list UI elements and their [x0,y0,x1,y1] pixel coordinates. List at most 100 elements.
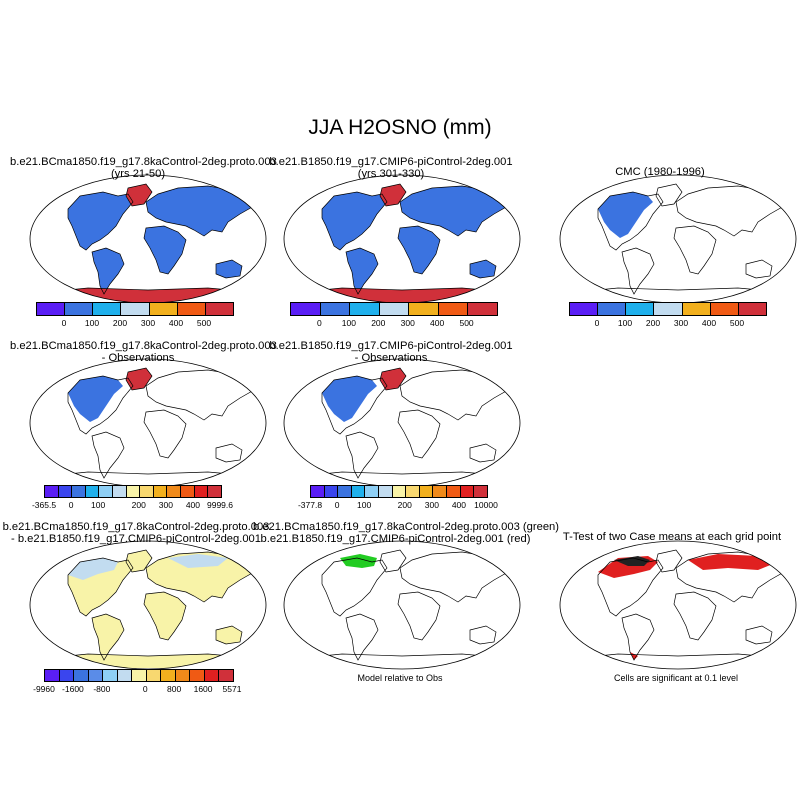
colorbar-swatch [152,486,167,497]
colorbar-swatch [570,303,598,315]
colorbar-tick-label: 200 [131,500,146,510]
colorbar-tick-label: 500 [459,318,474,328]
colorbar-tick-label: -800 [93,684,111,694]
colorbar-swatch [174,670,190,681]
colorbar-tick-label: 200 [371,318,386,328]
colorbar-swatch [337,486,351,497]
colorbar-tick-label: 1600 [193,684,213,694]
colorbar-tick-label: 0 [334,500,340,510]
colorbar-swatch [120,303,149,315]
colorbar-tick-label: 100 [341,318,356,328]
colorbar-swatch [709,303,738,315]
colorbar-swatch [291,303,320,315]
colorbar-tick-label: 0 [61,318,67,328]
colorbar-tick-label: 9999.6 [207,500,233,510]
panel-title-8-line2: b.e21.B1850.f19_g17.CMIP6-piControl-2deg… [260,533,531,545]
colorbar-swatch [408,303,438,315]
colorbar-diff-2 [310,485,488,498]
panel-title-9-line1: T-Test of two Case means at each grid po… [562,531,782,543]
colorbar-swatch [87,670,103,681]
colorbar-swatch [45,486,58,497]
colorbar-tick-label: 400 [451,500,467,510]
colorbar-swatch [116,670,132,681]
colorbar-tick-label: 300 [158,500,173,510]
colorbar-swatch [418,486,433,497]
colorbar-tick-label: 400 [701,318,717,328]
colorbar-swatch [323,486,338,497]
colorbar-swatch [145,670,161,681]
colorbar-swatch [84,486,99,497]
colorbar-swatch [58,670,74,681]
colorbar-swatch [207,486,221,497]
colorbar-swatch [73,670,88,681]
colorbar-swatch [378,303,409,315]
colorbar-tick-label: 10000 [474,500,498,510]
panel-title-8: b.e21.BCma1850.f19_g17.8kaControl-2deg.p… [253,521,559,545]
colorbar-swatch [437,303,468,315]
panel-title-1-line2: (yrs 21-50) [110,168,166,180]
map-panel-4 [29,358,267,488]
colorbar-tick-label: 0 [594,318,600,328]
colorbar-tick-label: 0 [68,500,74,510]
colorbar-swatch [180,486,194,497]
colorbar-swatch [473,486,487,497]
colorbar-abs-3 [569,302,767,316]
colorbar-swatch [131,670,146,681]
colorbar-swatch [37,303,65,315]
colorbar-swatch [160,670,175,681]
colorbar-swatch [176,303,205,315]
colorbar-swatch [311,486,324,497]
colorbar-swatch [71,486,85,497]
colorbar-swatch [350,486,365,497]
colorbar-swatch [45,670,59,681]
colorbar-tick-label: 300 [673,318,689,328]
note-cells-significant: Cells are significant at 0.1 level [613,673,739,683]
colorbar-swatch [166,486,181,497]
colorbar-swatch [64,303,93,315]
map-panel-7 [29,540,267,670]
colorbar-swatch [102,670,117,681]
colorbar-tick-label: 200 [645,318,661,328]
colorbar-tick-label: 800 [167,684,182,694]
colorbar-swatch [432,486,447,497]
map-panel-2 [283,174,521,304]
colorbar-swatch [112,486,126,497]
colorbar-tick-label: 400 [185,500,201,510]
panel-title-9: T-Test of two Case means at each grid po… [548,531,796,543]
map-panel-9 [559,540,797,670]
colorbar-diff-1 [44,485,222,498]
colorbar-swatch [98,486,113,497]
colorbar-tick-label: -9960 [33,684,55,694]
colorbar-swatch [681,303,710,315]
colorbar-tick-label: 500 [729,318,745,328]
colorbar-swatch [57,486,72,497]
note-model-relative: Model relative to Obs [357,673,443,683]
panel-title-5-line1: b.e21.B1850.f19_g17.CMIP6-piControl-2deg… [269,340,513,352]
colorbar-tick-label: 100 [91,500,106,510]
colorbar-swatch [378,486,392,497]
map-panel-1 [29,174,267,304]
colorbar-tick-label: 300 [140,318,156,328]
colorbar-swatch [653,303,682,315]
colorbar-swatch [446,486,460,497]
colorbar-swatch [319,303,350,315]
panel-title-1: b.e21.BCma1850.f19_g17.8kaControl-2deg.p… [10,156,277,180]
colorbar-tick-label: 0 [317,318,322,328]
colorbar-swatch [193,486,208,497]
colorbar-swatch [597,303,626,315]
colorbar-tick-label: 500 [196,318,212,328]
snow-field-land [38,184,258,302]
colorbar-swatch [625,303,654,315]
colorbar-case-diff [44,669,234,682]
colorbar-tick-label: 5571 [222,684,242,694]
colorbar-tick-label: -1600 [62,684,84,694]
colorbar-swatch [364,486,379,497]
colorbar-tick-label: 400 [168,318,184,328]
colorbar-swatch [204,303,233,315]
colorbar-tick-label: -365.5 [31,500,57,510]
colorbar-swatch [391,486,406,497]
colorbar-swatch [467,303,498,315]
colorbar-swatch [737,303,766,315]
colorbar-tick-label: 200 [112,318,128,328]
snow-field-greenland [126,184,152,206]
